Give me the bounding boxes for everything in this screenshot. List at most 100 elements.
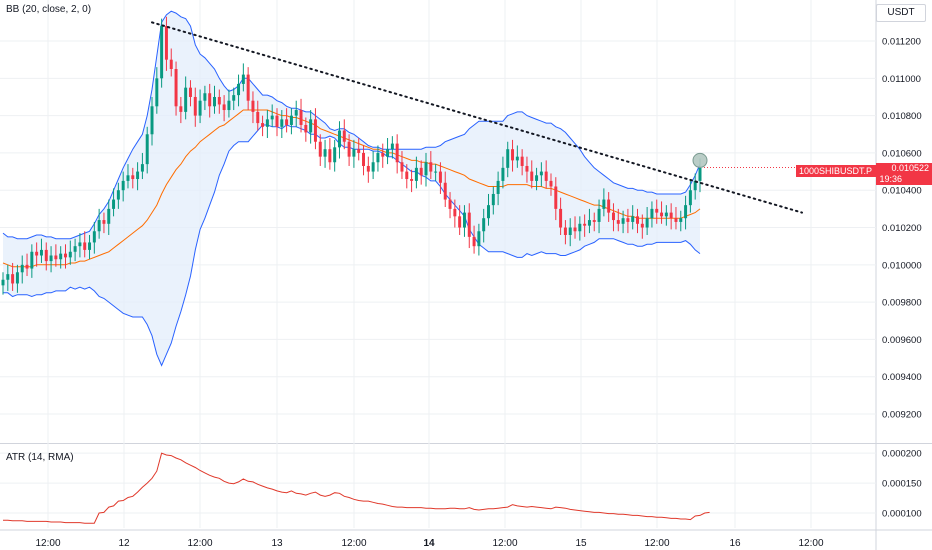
breakout-marker xyxy=(692,152,708,168)
candle-body xyxy=(309,119,313,133)
candle xyxy=(126,164,130,189)
candle-body xyxy=(544,171,548,181)
candle-body xyxy=(501,167,505,181)
candle xyxy=(222,95,226,122)
candle-body xyxy=(198,100,202,116)
candle xyxy=(376,145,380,172)
candle xyxy=(525,156,529,183)
candle-body xyxy=(587,220,591,226)
candle-body xyxy=(39,249,43,256)
candle xyxy=(462,205,466,237)
candle xyxy=(188,80,192,107)
candle-body xyxy=(97,220,101,232)
candle-body xyxy=(184,87,188,112)
x-tick-label: 12:00 xyxy=(798,538,823,549)
y-tick-label: 0.009200 xyxy=(882,410,922,421)
y-tick-label: 0.009800 xyxy=(882,298,922,309)
candle-body xyxy=(318,141,322,157)
candle-body xyxy=(333,147,337,163)
candle-body xyxy=(688,190,692,206)
candle xyxy=(63,244,67,269)
candle-body xyxy=(487,205,490,219)
atr-indicator-label[interactable]: ATR (14, RMA) xyxy=(6,452,74,463)
candle-body xyxy=(174,69,178,107)
candle xyxy=(352,139,356,168)
y-tick-label: 0.010200 xyxy=(882,223,922,234)
candle xyxy=(333,139,337,172)
candle-body xyxy=(256,111,260,124)
y-tick-label: 0.010000 xyxy=(882,260,922,271)
candle-body xyxy=(414,167,418,181)
x-tick-label: 12 xyxy=(118,538,130,549)
candle-body xyxy=(424,162,428,176)
candle xyxy=(362,145,366,176)
candle xyxy=(669,203,673,230)
candle-body xyxy=(496,180,500,194)
candle-body xyxy=(188,87,192,97)
candle xyxy=(554,177,558,221)
bb-upper-band xyxy=(2,10,701,240)
candle-body xyxy=(525,165,529,172)
candle-body xyxy=(169,59,173,70)
candle-body xyxy=(270,115,274,120)
candle xyxy=(145,126,149,174)
candle-body xyxy=(693,180,697,191)
candle-body xyxy=(280,119,284,127)
candle xyxy=(20,255,24,284)
candle xyxy=(626,208,630,234)
candle-body xyxy=(376,152,380,163)
bb-indicator-label[interactable]: BB (20, close, 2, 0) xyxy=(6,4,92,15)
candle xyxy=(414,156,418,189)
candle-body xyxy=(400,162,404,172)
candle-body xyxy=(554,186,558,209)
candle-body xyxy=(410,179,414,181)
candle-body xyxy=(362,152,366,166)
candle xyxy=(443,171,447,208)
candle xyxy=(381,143,385,168)
candle-body xyxy=(54,255,58,260)
candle-body xyxy=(121,180,125,191)
candle-body xyxy=(669,212,673,219)
candle-body xyxy=(1,279,5,286)
candle xyxy=(511,139,515,172)
candle xyxy=(246,67,250,111)
candle-body xyxy=(342,130,346,142)
candle xyxy=(169,48,173,77)
candle xyxy=(251,91,255,124)
candle xyxy=(261,115,265,137)
candle xyxy=(285,108,289,133)
candle-body xyxy=(443,182,447,200)
currency-button[interactable]: USDT xyxy=(876,4,926,22)
candle xyxy=(506,141,510,178)
y-tick-label: 0.011200 xyxy=(882,37,921,48)
y-tick-label: 0.010400 xyxy=(882,186,922,197)
candle xyxy=(280,110,284,139)
candle-body xyxy=(698,167,702,181)
candle-body xyxy=(44,249,48,262)
candle-body xyxy=(645,218,649,228)
candle xyxy=(270,104,274,127)
candle xyxy=(304,117,308,142)
candle-body xyxy=(347,141,351,157)
candle-body xyxy=(150,106,154,135)
candle-body xyxy=(179,106,183,112)
candle xyxy=(487,193,490,226)
candle xyxy=(35,242,39,267)
candle-body xyxy=(126,175,130,181)
y-tick-label: 0.011000 xyxy=(882,74,921,85)
candle-body xyxy=(448,199,452,209)
candle xyxy=(289,108,293,135)
candle-body xyxy=(419,167,423,176)
candle-body xyxy=(112,199,116,209)
candle-body xyxy=(660,212,664,217)
candle-body xyxy=(611,212,615,221)
candle xyxy=(294,100,298,127)
candle xyxy=(530,160,534,189)
candle-body xyxy=(208,93,212,107)
candle xyxy=(400,151,404,180)
candle-body xyxy=(241,74,245,84)
bar-countdown: 19:36 xyxy=(879,174,902,184)
candle-body xyxy=(102,220,106,224)
candle xyxy=(88,234,92,260)
